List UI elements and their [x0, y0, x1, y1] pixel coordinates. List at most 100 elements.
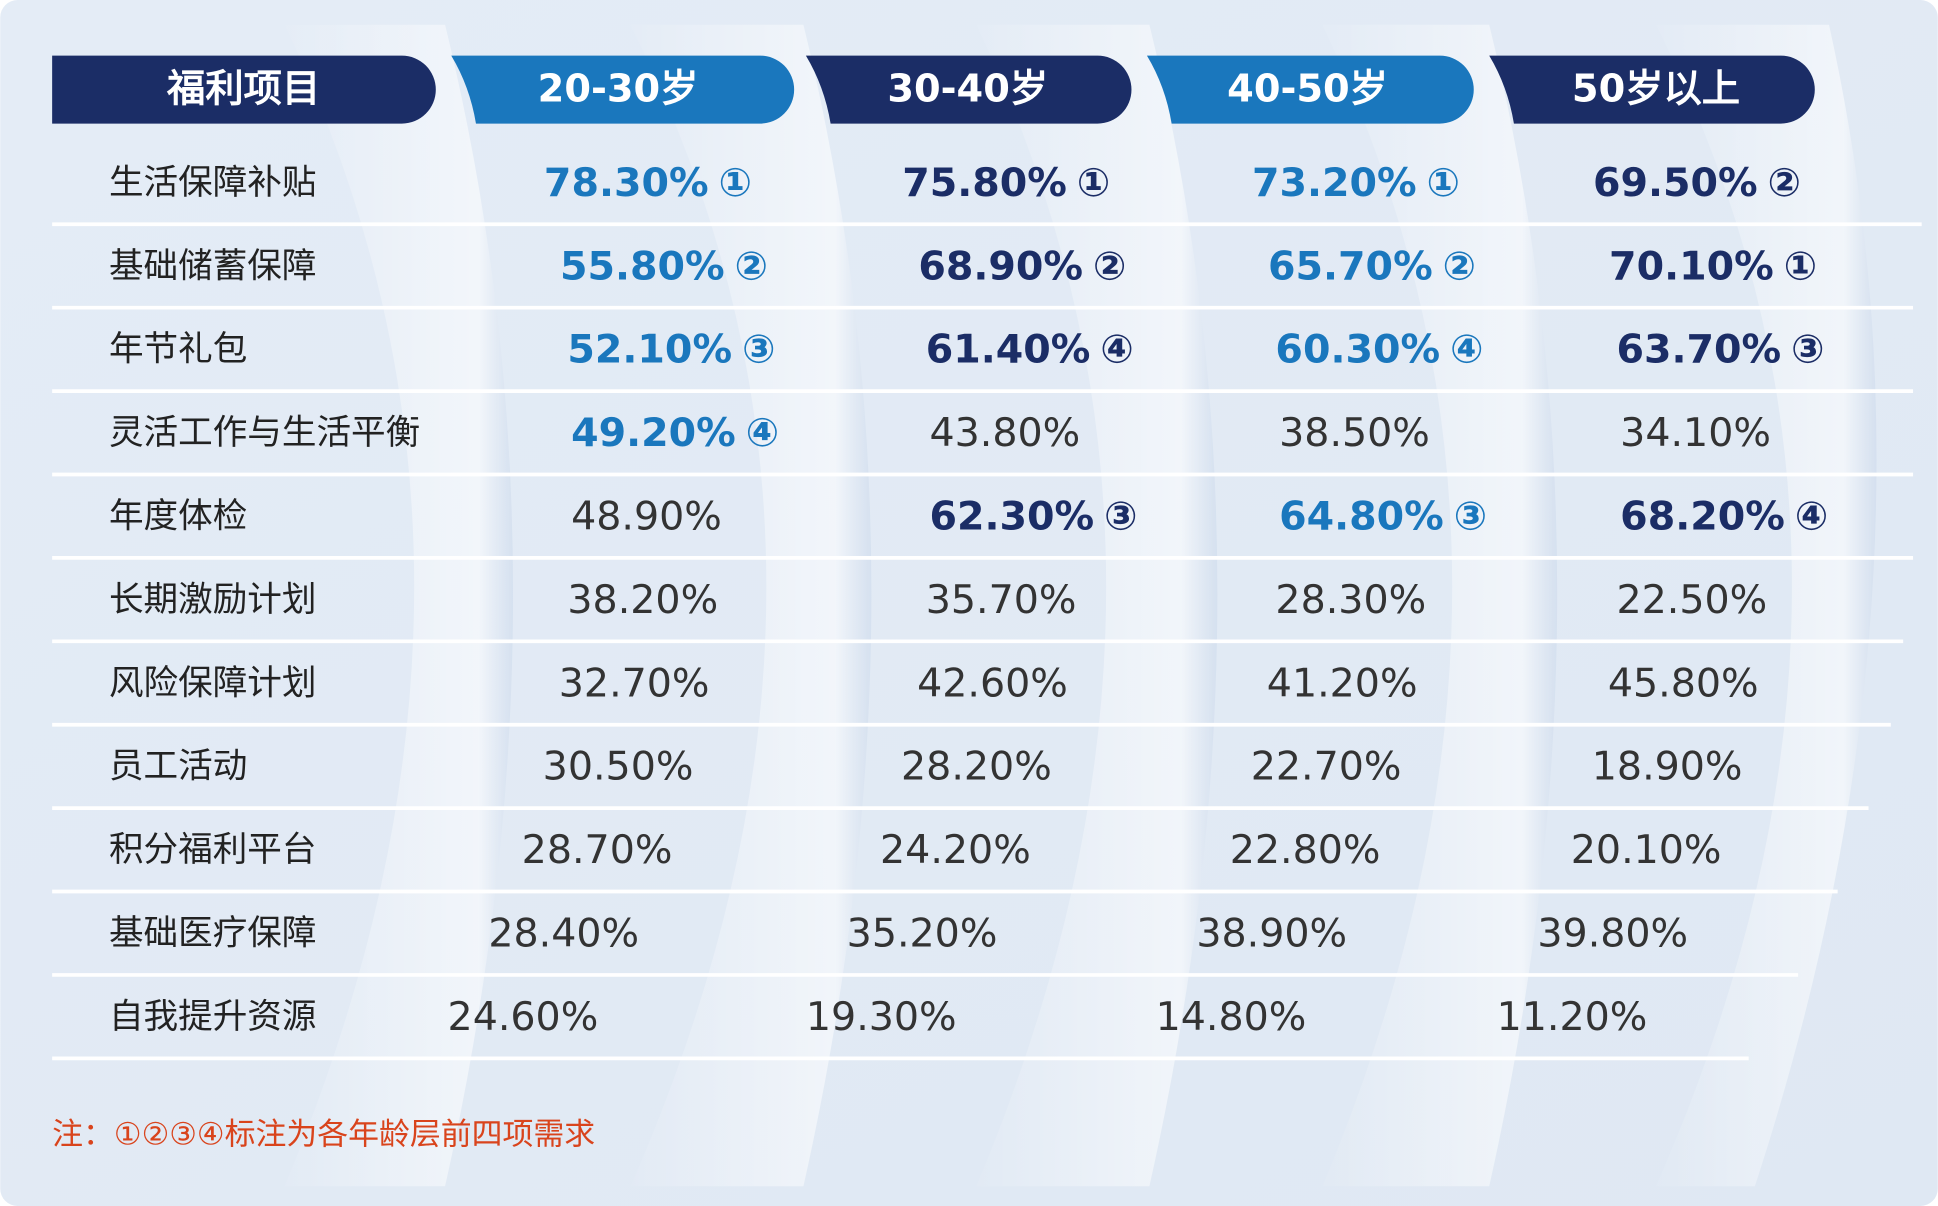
value-cell: 22.80%	[1230, 827, 1381, 873]
header-cell: 30-40岁	[887, 66, 1048, 111]
value: 22.50%	[1616, 577, 1767, 623]
value-cell: 42.60%	[917, 660, 1068, 706]
rank: ④	[746, 410, 779, 456]
value-cell: 43.80%	[929, 410, 1080, 456]
value: 78.30%	[544, 160, 709, 206]
value: 43.80%	[929, 410, 1080, 456]
value: 28.40%	[488, 911, 639, 957]
value-cell: 28.30%	[1275, 577, 1426, 623]
rank: ②	[1093, 243, 1126, 289]
value-cell: 64.80% ③	[1279, 494, 1487, 540]
rank: ③	[1454, 494, 1487, 540]
value: 39.80%	[1537, 911, 1688, 957]
row-label: 灵活工作与生活平衡	[109, 413, 420, 453]
rank: ③	[742, 327, 775, 373]
value: 42.60%	[917, 660, 1068, 706]
rank: ①	[1784, 243, 1817, 289]
value: 28.30%	[1275, 577, 1426, 623]
value: 61.40%	[926, 327, 1091, 373]
value-cell: 30.50%	[543, 744, 694, 790]
row-label: 员工活动	[109, 747, 247, 787]
value: 38.50%	[1279, 410, 1430, 456]
value-cell: 73.20% ①	[1252, 160, 1460, 206]
value: 60.30%	[1275, 327, 1440, 373]
value-cell: 49.20% ④	[571, 410, 779, 456]
value: 55.80%	[560, 243, 725, 289]
value-cell: 78.30% ①	[544, 160, 752, 206]
value: 68.90%	[918, 243, 1083, 289]
value: 32.70%	[559, 660, 710, 706]
value: 22.70%	[1251, 744, 1402, 790]
value: 28.20%	[901, 744, 1052, 790]
note: 注：①②③④标注为各年龄层前四项需求	[52, 1116, 595, 1152]
value-cell: 34.10%	[1620, 410, 1771, 456]
value-cell: 68.20% ④	[1620, 494, 1828, 540]
value: 38.20%	[567, 577, 718, 623]
value: 45.80%	[1608, 660, 1759, 706]
value-cell: 20.10%	[1571, 827, 1722, 873]
value: 73.20%	[1252, 160, 1417, 206]
value-cell: 28.20%	[901, 744, 1052, 790]
value: 49.20%	[571, 410, 736, 456]
value: 35.70%	[926, 577, 1077, 623]
value-cell: 32.70%	[559, 660, 710, 706]
value-cell: 69.50% ②	[1593, 160, 1801, 206]
value: 22.80%	[1230, 827, 1381, 873]
row-label: 基础医疗保障	[109, 914, 316, 954]
decor-bands	[284, 24, 1877, 1187]
rank: ①	[718, 160, 751, 206]
value: 34.10%	[1620, 410, 1771, 456]
value: 28.70%	[522, 827, 673, 873]
row-label: 风险保障计划	[109, 663, 316, 703]
value: 41.20%	[1267, 660, 1418, 706]
value-cell: 55.80% ②	[560, 243, 768, 289]
value: 70.10%	[1609, 243, 1774, 289]
header-cell: 50岁以上	[1572, 66, 1740, 111]
value-cell: 24.60%	[448, 994, 599, 1040]
value-cell: 68.90% ②	[918, 243, 1126, 289]
value: 35.20%	[847, 911, 998, 957]
rank: ④	[1450, 327, 1483, 373]
row-label: 长期激励计划	[109, 580, 316, 620]
value: 69.50%	[1593, 160, 1758, 206]
value: 24.20%	[880, 827, 1031, 873]
value-cell: 41.20%	[1267, 660, 1418, 706]
header-cell: 40-50岁	[1227, 66, 1388, 111]
value-cell: 45.80%	[1608, 660, 1759, 706]
value: 20.10%	[1571, 827, 1722, 873]
value-cell: 75.80% ①	[902, 160, 1110, 206]
value: 63.70%	[1616, 327, 1781, 373]
value-cell: 61.40% ④	[926, 327, 1134, 373]
header-cell: 福利项目	[166, 66, 320, 111]
value-cell: 18.90%	[1592, 744, 1743, 790]
value-cell: 48.90%	[571, 494, 722, 540]
value-cell: 38.20%	[567, 577, 718, 623]
rank: ①	[1077, 160, 1110, 206]
value: 38.90%	[1196, 911, 1347, 957]
value: 14.80%	[1156, 994, 1307, 1040]
row-label: 基础储蓄保障	[109, 246, 316, 286]
rank: ④	[1100, 327, 1133, 373]
value: 75.80%	[902, 160, 1067, 206]
value-cell: 28.70%	[522, 827, 673, 873]
row-label: 自我提升资源	[109, 997, 316, 1037]
rank: ③	[1104, 494, 1137, 540]
rank: ②	[735, 243, 768, 289]
value-cell: 52.10% ③	[567, 327, 775, 373]
value: 24.60%	[448, 994, 599, 1040]
value: 30.50%	[543, 744, 694, 790]
value: 11.20%	[1497, 994, 1648, 1040]
value: 62.30%	[929, 494, 1094, 540]
value-cell: 22.50%	[1616, 577, 1767, 623]
value-cell: 19.30%	[806, 994, 957, 1040]
value-cell: 65.70% ②	[1268, 243, 1476, 289]
value-cell: 11.20%	[1497, 994, 1648, 1040]
rank: ④	[1795, 494, 1828, 540]
value-cell: 38.50%	[1279, 410, 1430, 456]
value-cell: 63.70% ③	[1616, 327, 1824, 373]
value: 64.80%	[1279, 494, 1444, 540]
header-shapes	[52, 55, 1815, 124]
row-label: 积分福利平台	[109, 830, 316, 870]
rank: ①	[1427, 160, 1460, 206]
